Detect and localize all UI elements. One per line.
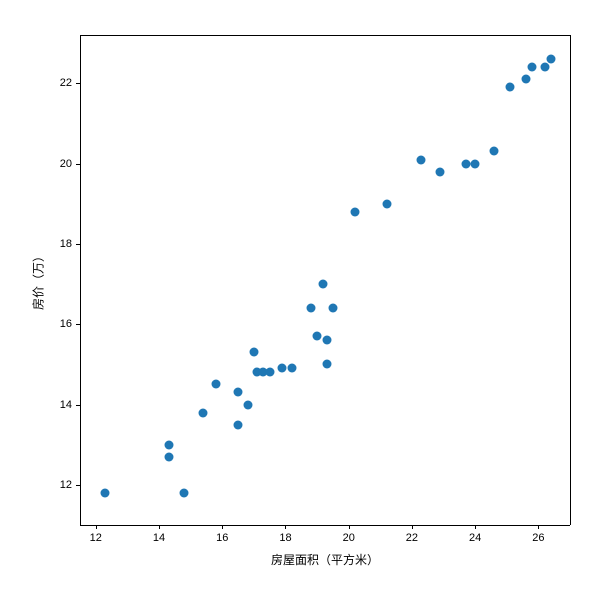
data-point bbox=[101, 488, 110, 497]
data-point bbox=[164, 452, 173, 461]
x-tick-label: 26 bbox=[532, 532, 544, 544]
data-point bbox=[436, 167, 445, 176]
x-tick bbox=[538, 525, 539, 529]
x-tick-label: 20 bbox=[343, 532, 355, 544]
x-tick bbox=[412, 525, 413, 529]
axis-spine bbox=[80, 525, 570, 526]
data-point bbox=[164, 440, 173, 449]
y-tick-label: 22 bbox=[60, 77, 72, 89]
x-tick-label: 12 bbox=[90, 532, 102, 544]
data-point bbox=[243, 400, 252, 409]
y-tick bbox=[76, 244, 80, 245]
x-tick bbox=[96, 525, 97, 529]
data-point bbox=[461, 159, 470, 168]
data-point bbox=[540, 63, 549, 72]
x-tick bbox=[349, 525, 350, 529]
x-tick bbox=[285, 525, 286, 529]
x-tick bbox=[159, 525, 160, 529]
data-point bbox=[234, 388, 243, 397]
data-point bbox=[287, 364, 296, 373]
scatter-chart: 房屋面积（平方米） 房价（万） 12 14 16 18 20 22 24 26 12 14 16 18… bbox=[0, 0, 600, 600]
data-point bbox=[490, 147, 499, 156]
y-tick bbox=[76, 83, 80, 84]
data-point bbox=[471, 159, 480, 168]
data-point bbox=[180, 488, 189, 497]
y-tick bbox=[76, 485, 80, 486]
data-point bbox=[313, 332, 322, 341]
y-tick bbox=[76, 324, 80, 325]
data-point bbox=[505, 83, 514, 92]
x-tick-label: 16 bbox=[216, 532, 228, 544]
data-point bbox=[278, 364, 287, 373]
y-tick bbox=[76, 405, 80, 406]
x-axis-label: 房屋面积（平方米） bbox=[271, 551, 379, 568]
x-tick bbox=[222, 525, 223, 529]
data-point bbox=[351, 207, 360, 216]
data-point bbox=[306, 304, 315, 313]
y-tick-label: 20 bbox=[60, 158, 72, 170]
y-tick-label: 14 bbox=[60, 399, 72, 411]
y-tick-label: 18 bbox=[60, 238, 72, 250]
x-tick bbox=[475, 525, 476, 529]
data-point bbox=[265, 368, 274, 377]
data-point bbox=[322, 360, 331, 369]
data-point bbox=[234, 420, 243, 429]
data-point bbox=[319, 280, 328, 289]
data-point bbox=[382, 199, 391, 208]
x-tick-label: 14 bbox=[153, 532, 165, 544]
data-point bbox=[249, 348, 258, 357]
data-point bbox=[328, 304, 337, 313]
data-point bbox=[322, 336, 331, 345]
axis-spine bbox=[80, 35, 570, 36]
data-point bbox=[528, 63, 537, 72]
data-point bbox=[199, 408, 208, 417]
data-point bbox=[521, 75, 530, 84]
axis-spine bbox=[80, 35, 81, 525]
data-point bbox=[547, 55, 556, 64]
data-point bbox=[211, 380, 220, 389]
y-tick-label: 12 bbox=[60, 479, 72, 491]
y-axis-label: 房价（万） bbox=[30, 250, 47, 310]
axis-spine bbox=[570, 35, 571, 525]
x-tick-label: 22 bbox=[406, 532, 418, 544]
x-tick-label: 18 bbox=[279, 532, 291, 544]
y-tick-label: 16 bbox=[60, 318, 72, 330]
y-tick bbox=[76, 164, 80, 165]
data-point bbox=[417, 155, 426, 164]
x-tick-label: 24 bbox=[469, 532, 481, 544]
